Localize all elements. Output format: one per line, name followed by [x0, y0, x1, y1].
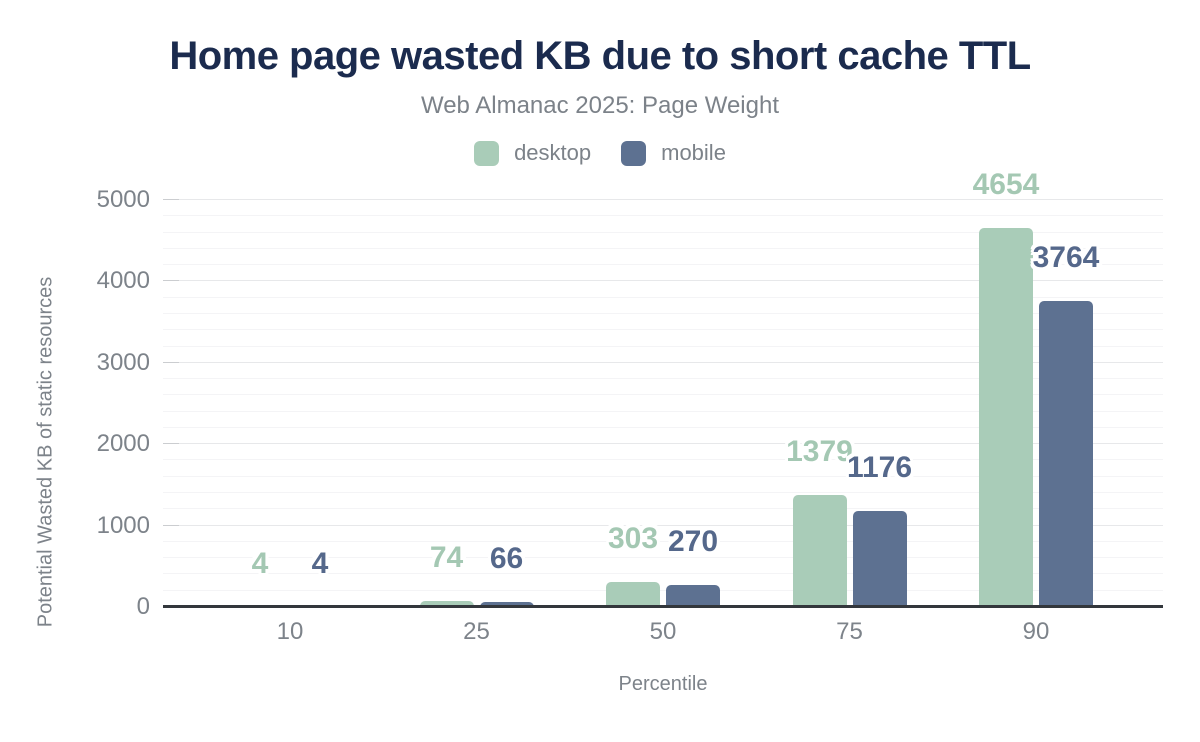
mobile-bar-p50[interactable]: 270 [666, 525, 720, 607]
minor-gridline [163, 394, 1163, 396]
x-tick-label-75: 75 [836, 618, 863, 645]
desktop-bar-p25[interactable]: 74 [419, 541, 474, 607]
major-gridline [163, 361, 1163, 363]
bar-group-p90: 4654 3764 [973, 168, 1099, 607]
desktop-value-label-p25: 74 [429, 540, 464, 574]
y-axis-tick-mark [163, 361, 179, 363]
mobile-bar-p75[interactable]: 1176 [847, 451, 912, 607]
y-tick-label: 4000 [96, 267, 150, 295]
major-gridline [163, 280, 1163, 282]
mobile-value-label-p90: 3764 [1032, 240, 1100, 274]
chart-subtitle: Web Almanac 2025: Page Weight [420, 92, 779, 119]
minor-gridline [163, 329, 1163, 331]
y-tick-label: 2000 [96, 430, 150, 458]
x-tick-label-25: 25 [463, 618, 490, 645]
desktop-value-label-p50: 303 [607, 522, 659, 556]
mobile-value-label-p75: 1176 [846, 451, 913, 485]
minor-gridline [163, 540, 1163, 542]
x-tick-label-90: 90 [1022, 618, 1050, 645]
minor-gridline [163, 378, 1163, 380]
y-tick-label: 5000 [96, 186, 150, 213]
y-axis-tick-mark [163, 443, 179, 445]
minor-gridline [163, 492, 1163, 494]
minor-gridline [163, 475, 1163, 477]
mobile-value-label-p50: 270 [667, 525, 719, 559]
mobile-bar-p90[interactable]: 3764 [1033, 241, 1099, 607]
minor-gridline [163, 426, 1163, 428]
bar-group-p25: 74 66 [419, 541, 534, 607]
plot-area: 0 1000 2000 3000 4000 5000 4 4 74 66 303 270 1379 11… [97, 168, 1163, 695]
major-gridline [163, 524, 1163, 526]
legend-label-desktop: desktop [514, 140, 592, 165]
x-axis-line [163, 605, 1163, 608]
x-axis-title: Percentile [618, 673, 708, 695]
minor-gridline [163, 247, 1163, 249]
minor-gridline [163, 312, 1163, 314]
y-tick-label: 1000 [96, 511, 150, 539]
mobile-swatch-icon [621, 140, 647, 166]
desktop-value-label-p75: 1379 [786, 434, 853, 468]
bar-group-p50: 303 270 [606, 522, 720, 607]
legend: desktop mobile [0, 140, 1200, 166]
major-gridline [163, 443, 1163, 445]
major-gridline [163, 199, 1163, 200]
x-tick-label-10: 10 [276, 618, 304, 645]
desktop-bar-p50[interactable]: 303 [606, 522, 660, 607]
legend-label-mobile: mobile [661, 140, 726, 165]
minor-gridline [163, 459, 1163, 461]
bar-group-p75: 1379 1176 [786, 435, 912, 607]
y-axis-tick-labels: 0 1000 2000 3000 4000 5000 [40, 186, 150, 620]
y-axis-tick-mark [163, 280, 179, 282]
minor-gridline [163, 231, 1163, 233]
y-axis-tick-mark [163, 199, 179, 200]
mobile-value-label-p10: 4 [311, 546, 329, 580]
minor-gridline [163, 215, 1163, 217]
minor-gridline [163, 264, 1163, 266]
y-tick-label: 0 [136, 593, 150, 620]
y-tick-label: 3000 [96, 348, 150, 376]
x-tick-label-50: 50 [649, 618, 677, 645]
minor-gridline [163, 296, 1163, 298]
minor-gridline [163, 573, 1163, 575]
minor-gridline [163, 345, 1163, 347]
desktop-swatch-icon [474, 140, 500, 166]
y-axis-tick-mark [163, 524, 179, 526]
chart-title: Home page wasted KB due to short cache T… [169, 34, 1031, 78]
minor-gridline [163, 508, 1163, 510]
desktop-value-label-p10: 4 [251, 546, 269, 580]
mobile-bar-p25[interactable]: 66 [479, 542, 534, 607]
desktop-bar-p90[interactable]: 4654 [973, 168, 1039, 607]
legend-item-desktop[interactable]: desktop [474, 140, 591, 166]
desktop-value-label-p90: 4654 [972, 168, 1040, 202]
desktop-bar-p75[interactable]: 1379 [786, 435, 853, 607]
minor-gridline [163, 589, 1163, 591]
mobile-value-label-p25: 66 [489, 541, 524, 575]
minor-gridline [163, 557, 1163, 559]
minor-gridline [163, 410, 1163, 412]
legend-item-mobile[interactable]: mobile [621, 140, 726, 166]
